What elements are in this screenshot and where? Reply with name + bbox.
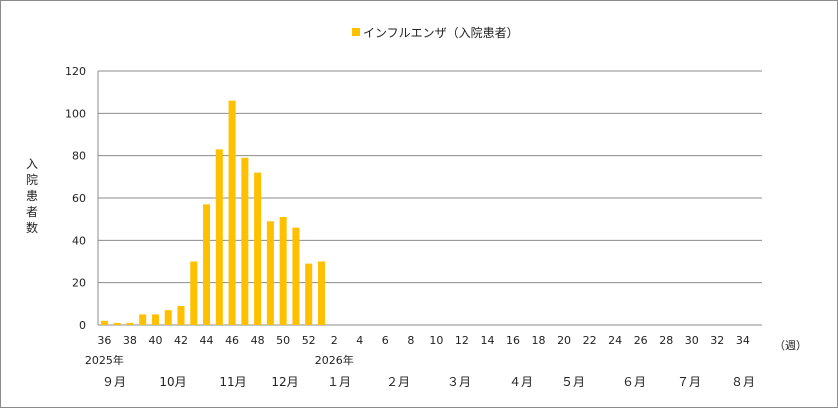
bar — [266, 221, 274, 325]
bars — [100, 100, 325, 325]
x-tick-label: 22 — [583, 334, 597, 347]
y-axis-label-char: 院 — [26, 173, 38, 187]
x-tick-label: 30 — [685, 334, 699, 347]
bar — [215, 149, 223, 325]
month-label: ２月 — [386, 375, 410, 389]
x-tick-label: 52 — [302, 334, 316, 347]
legend: インフルエンザ（入院患者） — [352, 26, 519, 40]
month-label: ９月 — [102, 375, 126, 389]
x-tick-label: 34 — [736, 334, 750, 347]
bar — [113, 322, 121, 325]
month-label: ６月 — [622, 375, 646, 389]
x-tick-label: 28 — [659, 334, 673, 347]
bar — [254, 172, 262, 325]
bar — [317, 261, 325, 325]
month-label: ８月 — [731, 375, 755, 389]
x-tick-label: 32 — [710, 334, 724, 347]
bar — [228, 100, 236, 325]
month-label: ５月 — [561, 375, 585, 389]
x-tick-label: 40 — [148, 334, 162, 347]
x-tick-label: 36 — [97, 334, 111, 347]
x-tick-label: 26 — [634, 334, 648, 347]
y-tick-labels: 0 20 40 60 80 100 120 — [65, 65, 86, 332]
bar — [151, 314, 159, 325]
x-tick-label: 48 — [251, 334, 265, 347]
x-tick-label: 12 — [455, 334, 469, 347]
bar — [126, 322, 134, 325]
legend-swatch — [352, 28, 360, 36]
year-label: 2025年 — [85, 353, 124, 367]
x-tick-label: 24 — [608, 334, 622, 347]
bar — [190, 261, 198, 325]
bar — [177, 305, 185, 325]
x-tick-label: 8 — [407, 334, 414, 347]
month-label: 11月 — [219, 375, 246, 389]
x-tick-label: 46 — [225, 334, 239, 347]
month-label: 12月 — [271, 375, 298, 389]
year-label: 2026年 — [315, 353, 354, 367]
y-tick-label: 40 — [72, 234, 86, 247]
y-tick-label: 60 — [72, 192, 86, 205]
bar — [292, 227, 300, 325]
y-tick-label: 80 — [72, 150, 86, 163]
y-axis-label-char: 者 — [26, 205, 38, 219]
y-tick-label: 0 — [79, 319, 86, 332]
y-axis-label-char: 患 — [26, 189, 38, 203]
month-label: ７月 — [677, 375, 701, 389]
x-tick-label: 16 — [506, 334, 520, 347]
bar — [241, 157, 249, 325]
y-tick-label: 120 — [65, 65, 86, 78]
bar — [305, 263, 313, 325]
x-tick-label: 18 — [532, 334, 546, 347]
x-tick-label: 50 — [276, 334, 290, 347]
legend-label: インフルエンザ（入院患者） — [363, 26, 519, 40]
year-labels: 2025年 2026年 — [85, 353, 354, 367]
y-axis-label-char: 数 — [26, 220, 38, 235]
x-tick-label: 6 — [382, 334, 389, 347]
month-label: ４月 — [509, 375, 533, 389]
x-tick-labels: 36 38 40 42 44 46 48 50 52 2 4 6 8 10 12 14 16 18 20 22 24 26… — [97, 334, 749, 347]
x-tick-label: 2 — [331, 334, 338, 347]
month-label: １月 — [327, 375, 351, 389]
bar — [139, 314, 147, 325]
x-tick-label: 4 — [356, 334, 363, 347]
bar — [164, 310, 172, 325]
month-label: 10月 — [159, 375, 186, 389]
x-tick-label: 42 — [174, 334, 188, 347]
month-label: ３月 — [447, 375, 471, 389]
y-axis-label-char: 入 — [26, 157, 38, 171]
x-tick-label: 38 — [123, 334, 137, 347]
y-tick-label: 20 — [72, 277, 86, 290]
x-tick-label: 44 — [200, 334, 214, 347]
month-labels: ９月 10月 11月 12月 １月 ２月 ３月 ４月 ５月 ６月 ７月 ８月 — [102, 375, 755, 389]
gridlines — [97, 70, 762, 326]
bar — [279, 217, 287, 325]
bar — [203, 204, 211, 325]
x-axis-unit: （週） — [774, 339, 807, 352]
x-tick-label: 14 — [480, 334, 494, 347]
y-tick-label: 100 — [65, 107, 86, 120]
x-tick-label: 20 — [557, 334, 571, 347]
bar — [100, 320, 108, 325]
x-tick-label: 10 — [429, 334, 443, 347]
